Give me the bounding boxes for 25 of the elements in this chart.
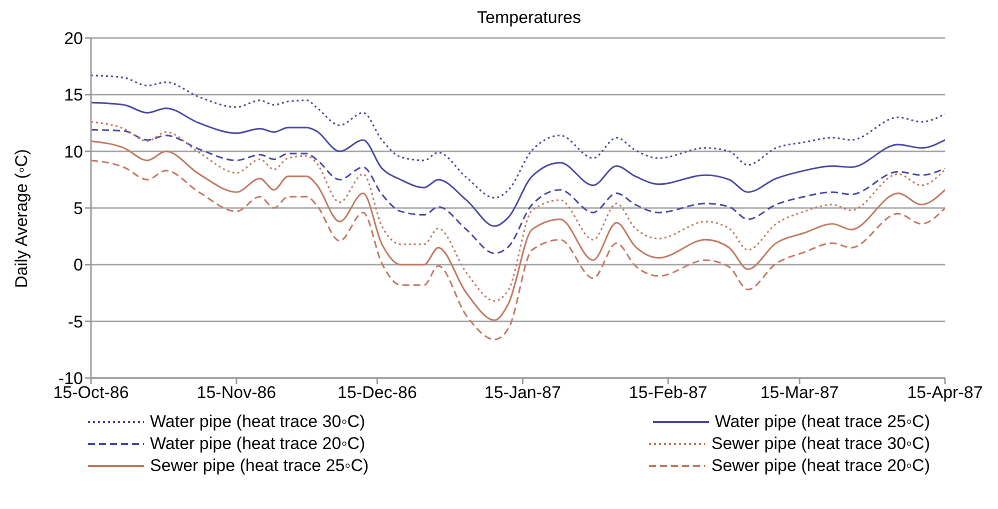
x-tick-label: 15-Nov-86 [196, 383, 276, 402]
legend-label: Sewer pipe (heat trace 30◦C) [711, 434, 930, 454]
y-tick-label: 0 [74, 256, 83, 275]
legend-label: Water pipe (heat trace 30◦C) [150, 412, 366, 432]
y-axis-title: Daily Average (◦C) [12, 149, 32, 288]
y-tick-label: 5 [74, 199, 83, 218]
x-tick-label: 15-Oct-86 [53, 383, 129, 402]
x-tick-label: 15-Dec-86 [338, 383, 417, 402]
x-tick-label: 15-Feb-87 [628, 383, 708, 402]
legend-label: Sewer pipe (heat trace 20◦C) [711, 456, 930, 476]
legend-label: Sewer pipe (heat trace 25◦C) [150, 456, 369, 476]
y-tick-label: 20 [64, 29, 83, 48]
line-series [91, 74, 945, 199]
line-series [91, 129, 945, 254]
y-tick-label: 10 [64, 142, 83, 162]
x-tick-label: 15-Jan-87 [484, 383, 561, 402]
x-tick-label: 15-Mar-87 [760, 383, 839, 402]
chart-title: Temperatures [476, 8, 582, 29]
y-tick-label: -5 [68, 312, 83, 332]
x-tick-label: 15-Apr-87 [907, 383, 983, 402]
y-tick-label: 15 [64, 86, 83, 105]
legend-label: Water pipe (heat trace 20◦C) [150, 434, 366, 454]
legend-label: Water pipe (heat trace 25◦C) [714, 412, 930, 432]
line-series [91, 160, 945, 340]
line-series [91, 102, 945, 227]
